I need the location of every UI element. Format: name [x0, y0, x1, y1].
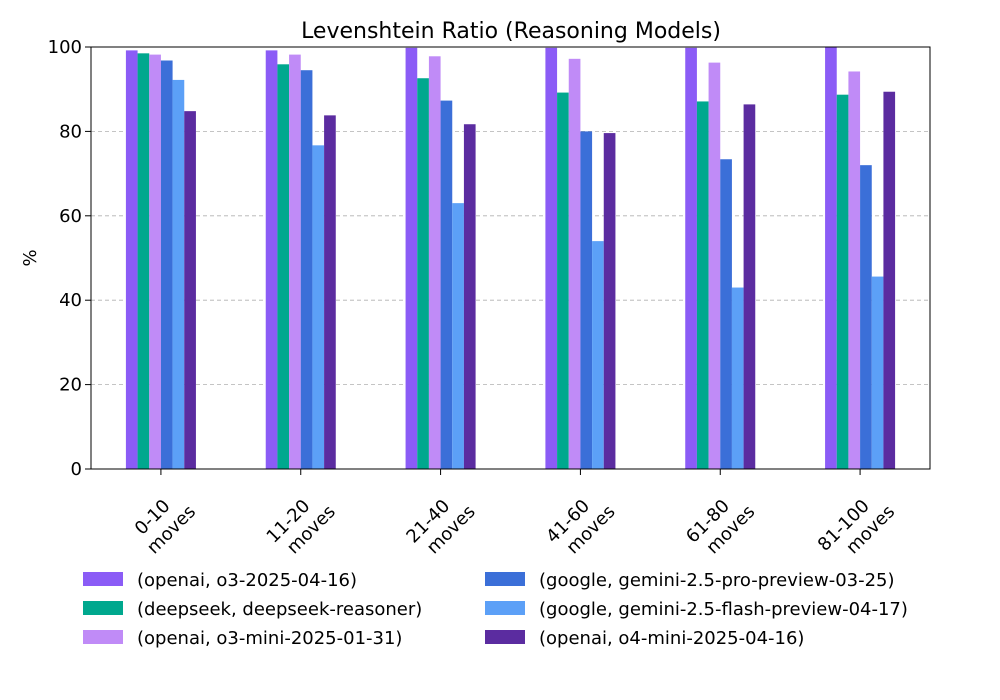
bar [172, 79, 185, 469]
y-axis-ticks: 0 20 40 60 80 100 [48, 37, 91, 480]
legend-label: (openai, o3-2025-04-16) [137, 570, 357, 591]
bar [592, 241, 604, 469]
bar [825, 47, 837, 469]
bar [603, 133, 616, 469]
bar [696, 101, 709, 470]
legend-swatch [83, 630, 123, 644]
x-tick-label: 61-80moves [682, 486, 759, 563]
legend: (openai, o3-2025-04-16) (deepseek, deepse… [83, 570, 908, 649]
bar [731, 287, 744, 469]
y-tick-label: 40 [59, 290, 82, 311]
y-tick-label: 20 [59, 375, 82, 396]
legend-swatch [485, 601, 525, 615]
legend-swatch [485, 572, 525, 586]
bar [463, 124, 476, 469]
y-tick-label: 80 [59, 121, 82, 142]
bar [836, 94, 849, 469]
x-tick-label: 81-100moves [814, 486, 899, 571]
legend-label: (google, gemini-2.5-flash-preview-04-17) [539, 599, 908, 620]
legend-label: (deepseek, deepseek-reasoner) [137, 599, 422, 620]
bar [160, 60, 173, 470]
y-tick-label: 100 [48, 37, 82, 58]
bar [265, 50, 278, 469]
x-tick-label: 11-20moves [263, 486, 340, 563]
bar [324, 115, 336, 469]
bar [184, 111, 196, 470]
bar [125, 50, 138, 469]
bar [417, 78, 429, 469]
bar [545, 47, 558, 470]
bar [428, 56, 441, 470]
bar [883, 91, 896, 470]
bar [452, 203, 464, 469]
bar [685, 47, 697, 470]
bar [708, 62, 721, 469]
x-tick-label: 41-60moves [542, 486, 619, 563]
legend-label: (google, gemini-2.5-pro-preview-03-25) [539, 570, 895, 591]
plot-frame [90, 46, 931, 470]
chart-title: Levenshtein Ratio (Reasoning Models) [301, 19, 721, 44]
bar [871, 276, 884, 469]
legend-label: (openai, o4-mini-2025-04-16) [539, 628, 804, 649]
bar [137, 53, 150, 470]
bar [848, 71, 861, 469]
bar [300, 70, 313, 470]
legend-swatch [83, 601, 123, 615]
bar [440, 100, 453, 470]
x-tick-label: 21-40moves [402, 486, 479, 563]
y-tick-label: 0 [71, 459, 82, 480]
legend-label: (openai, o3-mini-2025-01-31) [137, 628, 402, 649]
x-axis-ticks: 0-10moves 11-20moves 21-40moves 41-60moves 6… [127, 469, 899, 571]
y-tick-label: 60 [59, 206, 82, 227]
legend-swatch [83, 572, 123, 586]
bar [277, 64, 290, 469]
bars [125, 47, 896, 470]
x-tick-label: 0-10moves [127, 486, 200, 559]
bar [568, 58, 581, 469]
bar [149, 54, 161, 469]
bar [860, 165, 872, 469]
y-axis-label: % [20, 249, 41, 266]
bar [312, 145, 325, 470]
bar [743, 104, 756, 469]
bar [720, 159, 732, 469]
bar [580, 131, 593, 469]
bar [405, 47, 418, 470]
legend-swatch [485, 630, 525, 644]
grid-lines [91, 130, 930, 386]
bar [289, 54, 301, 469]
bar [557, 92, 569, 470]
